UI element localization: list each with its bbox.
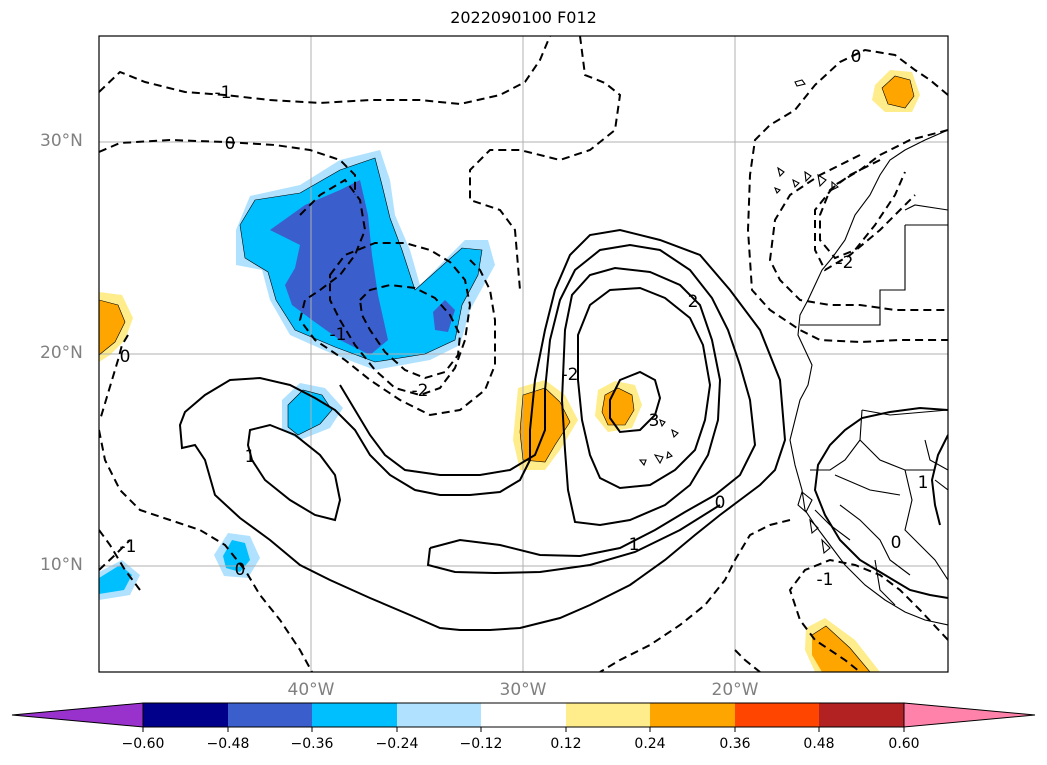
contour-0-se	[599, 519, 791, 672]
contour-pos-1-coast	[930, 434, 948, 526]
colorbar-tick-label: −0.24	[375, 736, 419, 752]
contour-0-sw	[99, 529, 141, 591]
contour-label: 1	[245, 447, 256, 467]
colorbar-segment	[228, 703, 312, 727]
colorbar-segment	[650, 703, 735, 727]
colorbar-segment	[819, 703, 904, 727]
shade-pos-mid-d	[882, 76, 914, 108]
colorbar-segment	[481, 703, 566, 727]
contour-neg-1-inner	[768, 154, 948, 311]
contour-label: -1	[817, 570, 834, 590]
lat-label-10n: 10°N	[40, 555, 83, 575]
negative-anomaly-shading	[99, 150, 495, 600]
colorbar-tick-label: 0.36	[719, 736, 751, 752]
colorbar	[11, 702, 1036, 732]
lat-label-30n: 30°N	[40, 131, 83, 151]
contour-label: 0	[235, 560, 246, 580]
map-area: -1 0 0 -1 -2 1 -2 2 3 0 1 0 -1 0 -1 -2 0…	[99, 36, 948, 672]
colorbar-tick-label: −0.36	[290, 736, 334, 752]
colorbar-tick-label: 0.24	[634, 736, 666, 752]
contour-pos-1-big	[339, 243, 757, 558]
contour-label: -1	[330, 325, 347, 345]
contour-label: 0	[225, 134, 236, 154]
colorbar-tick-label: 0.48	[803, 736, 835, 752]
contour-pos-3	[577, 286, 712, 490]
contour-label: 2	[688, 292, 699, 312]
colorbar-extend-high	[903, 702, 1036, 728]
colorbar-tick-label: 0.12	[550, 736, 582, 752]
contour-pos-0-swirl	[178, 228, 787, 631]
coastlines	[638, 79, 948, 626]
contour-label: -1	[215, 83, 232, 103]
contour-neg-1-north	[99, 36, 551, 106]
lon-label-20w: 20°W	[711, 680, 759, 700]
contour-pos-0-coast	[813, 406, 948, 599]
contour-neg-1-sw	[99, 539, 131, 571]
contour-neg-1-east	[814, 129, 948, 272]
colorbar-extend-low	[11, 702, 144, 728]
contour-0-east	[469, 36, 622, 291]
contour-label: -2	[837, 253, 854, 273]
shade-neg-mid-c	[223, 540, 250, 572]
contour-pos-4	[609, 370, 662, 434]
colorbar-segment	[143, 703, 228, 727]
shade-neg-dark-main	[270, 180, 388, 355]
contour-neg-3-center	[358, 283, 462, 380]
contour-label: 0	[715, 493, 726, 513]
contour-label: -2	[412, 381, 429, 401]
contour-label: 3	[649, 411, 660, 431]
map-frame	[98, 35, 949, 673]
map-title: 2022090100 F012	[450, 8, 597, 27]
colorbar-segment	[397, 703, 481, 727]
shade-neg-dark-small	[433, 300, 455, 332]
contour-neg-2-center	[329, 242, 472, 397]
lat-label-20n: 20°N	[40, 343, 83, 363]
colorbar-tick-label: 0.60	[888, 736, 920, 752]
colorbar-tick-label: −0.60	[121, 736, 165, 752]
colorbar-tick-label: −0.48	[206, 736, 250, 752]
colorbar-segment	[312, 703, 397, 727]
contour-0-north	[99, 138, 356, 195]
shade-pos-mid-a	[99, 300, 125, 355]
contour-neg-1-west	[99, 429, 313, 672]
colorbar-segment	[566, 703, 650, 727]
contour-neg-1-se	[788, 558, 948, 672]
contour-0-west	[99, 334, 129, 421]
contour-neg-1-center	[298, 178, 496, 417]
shading-outlines	[99, 75, 915, 672]
contour-pos-2	[560, 266, 722, 527]
shade-neg-mid-d	[99, 565, 132, 594]
positive-contours	[178, 228, 948, 631]
lon-label-30w: 30°W	[499, 680, 547, 700]
lon-label-40w: 40°W	[287, 680, 335, 700]
colorbar-segment	[735, 703, 819, 727]
shade-pos-mid-e	[812, 626, 870, 672]
contour-label: 0	[851, 47, 862, 67]
contour-label: 1	[918, 473, 929, 493]
contour-label: 1	[629, 535, 640, 555]
contour-neg-2-east	[819, 159, 906, 260]
contour-pos-1-inner	[246, 423, 342, 522]
contour-0-ne	[746, 48, 948, 344]
contour-label: -1	[120, 537, 137, 557]
colorbar-tick-label: −0.12	[459, 736, 503, 752]
contour-pos-1-close	[426, 504, 721, 575]
contour-label: 0	[120, 347, 131, 367]
contour-0-se2	[734, 649, 761, 672]
contour-label: 0	[891, 533, 902, 553]
contour-label: -2	[562, 365, 579, 385]
negative-contours	[99, 36, 948, 672]
